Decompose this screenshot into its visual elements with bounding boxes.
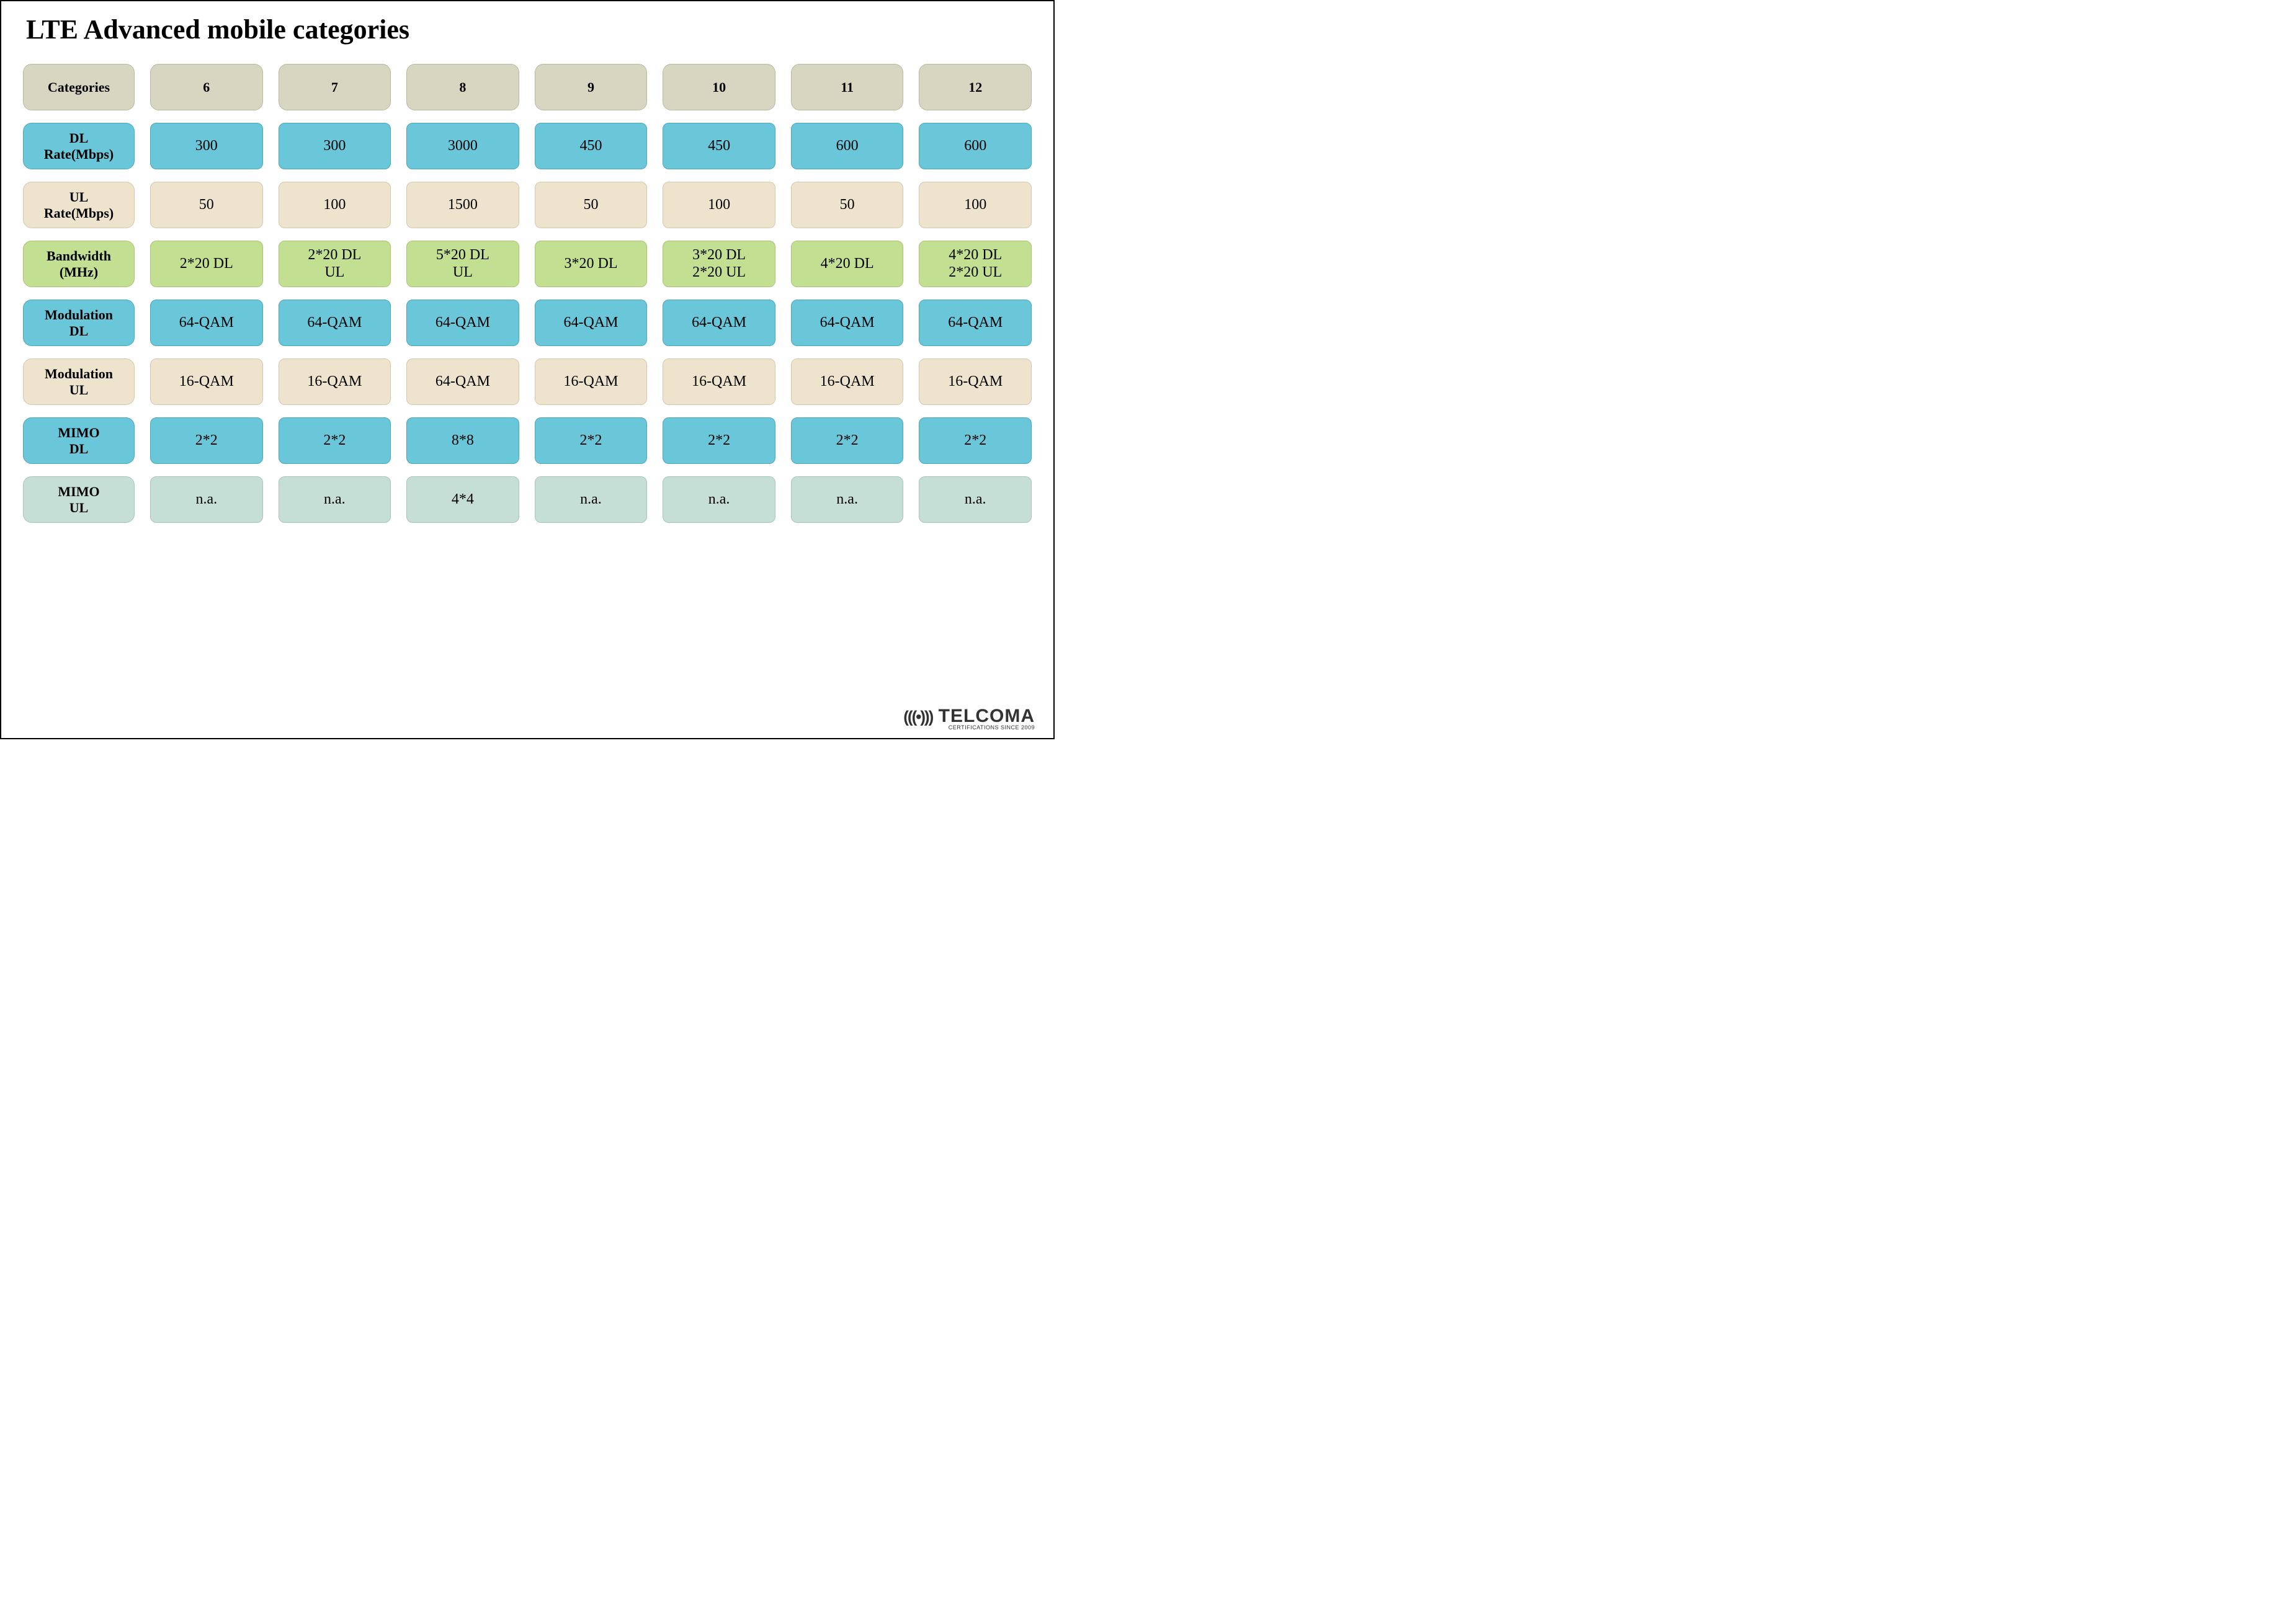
data-cell: 1500 (406, 182, 519, 228)
data-cell: 16-QAM (150, 358, 263, 405)
logo-waves-icon: (((•))) (903, 708, 932, 726)
data-cell: 2*2 (279, 417, 391, 464)
data-cell: n.a. (919, 476, 1032, 523)
data-cell: 16-QAM (279, 358, 391, 405)
data-cell: 8*8 (406, 417, 519, 464)
data-cell: 3*20 DL (535, 241, 648, 287)
data-cell: 600 (919, 123, 1032, 169)
header-label: Categories (23, 64, 135, 110)
category-header: 6 (150, 64, 263, 110)
row-label: DL Rate(Mbps) (23, 123, 135, 169)
data-cell: 50 (791, 182, 904, 228)
data-cell: 3000 (406, 123, 519, 169)
data-cell: 5*20 DL UL (406, 241, 519, 287)
data-cell: 2*2 (791, 417, 904, 464)
data-cell: 300 (279, 123, 391, 169)
data-cell: 64-QAM (406, 358, 519, 405)
data-cell: 2*20 DL (150, 241, 263, 287)
category-header: 7 (279, 64, 391, 110)
data-cell: 4*4 (406, 476, 519, 523)
data-cell: 100 (919, 182, 1032, 228)
data-cell: n.a. (279, 476, 391, 523)
data-cell: 600 (791, 123, 904, 169)
row-label: MIMO DL (23, 417, 135, 464)
data-cell: 2*20 DL UL (279, 241, 391, 287)
data-cell: 50 (535, 182, 648, 228)
category-table: Categories 6789 10 11 12 DL Rate(Mbps) 300 300 3… (20, 64, 1035, 523)
data-cell: 450 (535, 123, 648, 169)
data-cell: 64-QAM (406, 300, 519, 346)
data-cell: 16-QAM (535, 358, 648, 405)
data-cell: 100 (279, 182, 391, 228)
data-cell: n.a. (663, 476, 775, 523)
data-cell: 16-QAM (663, 358, 775, 405)
data-cell: 50 (150, 182, 263, 228)
category-header: 8 (406, 64, 519, 110)
footer-logo: (((•))) TELCOMA CERTIFICATIONS SINCE 200… (903, 706, 1035, 731)
data-cell: 64-QAM (919, 300, 1032, 346)
row-label: MIMO UL (23, 476, 135, 523)
row-label: Bandwidth (MHz) (23, 241, 135, 287)
data-cell: 2*2 (919, 417, 1032, 464)
data-cell: 100 (663, 182, 775, 228)
data-cell: 300 (150, 123, 263, 169)
category-header: 12 (919, 64, 1032, 110)
brand-name: TELCOMA (939, 706, 1035, 726)
data-cell: 16-QAM (919, 358, 1032, 405)
category-header: 10 (663, 64, 775, 110)
data-cell: 64-QAM (535, 300, 648, 346)
data-cell: 64-QAM (663, 300, 775, 346)
data-cell: 2*2 (663, 417, 775, 464)
data-cell: n.a. (791, 476, 904, 523)
row-label: Modulation UL (23, 358, 135, 405)
data-cell: 2*2 (535, 417, 648, 464)
page-title: LTE Advanced mobile categories (26, 14, 1035, 45)
row-label: UL Rate(Mbps) (23, 182, 135, 228)
data-cell: 64-QAM (150, 300, 263, 346)
data-cell: 2*2 (150, 417, 263, 464)
data-cell: 64-QAM (279, 300, 391, 346)
data-cell: n.a. (150, 476, 263, 523)
data-cell: 4*20 DL (791, 241, 904, 287)
data-cell: 4*20 DL 2*20 UL (919, 241, 1032, 287)
category-header: 11 (791, 64, 904, 110)
data-cell: 450 (663, 123, 775, 169)
data-cell: n.a. (535, 476, 648, 523)
category-header: 9 (535, 64, 648, 110)
data-cell: 3*20 DL 2*20 UL (663, 241, 775, 287)
data-cell: 16-QAM (791, 358, 904, 405)
row-label: Modulation DL (23, 300, 135, 346)
data-cell: 64-QAM (791, 300, 904, 346)
